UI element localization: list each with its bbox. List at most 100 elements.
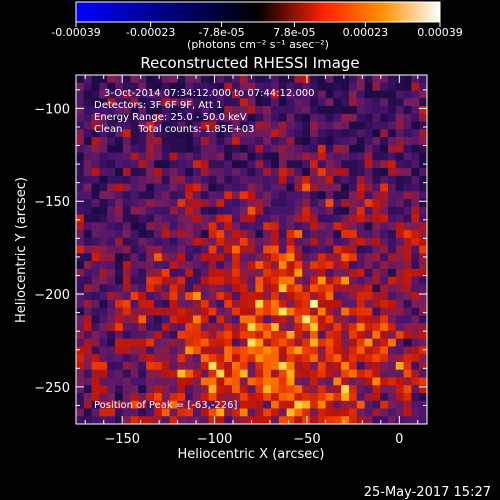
heatmap-pixel bbox=[146, 113, 155, 122]
heatmap-pixel bbox=[239, 315, 248, 324]
heatmap-pixel bbox=[333, 98, 342, 107]
heatmap-pixel bbox=[146, 206, 155, 215]
heatmap-pixel bbox=[271, 346, 280, 355]
heatmap-pixel bbox=[200, 385, 209, 394]
heatmap-pixel bbox=[232, 299, 241, 309]
heatmap-pixel bbox=[255, 144, 264, 153]
heatmap-pixel bbox=[177, 416, 186, 425]
heatmap-pixel bbox=[185, 82, 194, 91]
heatmap-pixel bbox=[146, 369, 155, 378]
heatmap-pixel bbox=[419, 385, 428, 394]
heatmap-pixel bbox=[224, 168, 233, 177]
heatmap-pixel bbox=[154, 385, 163, 394]
heatmap-pixel bbox=[395, 168, 404, 177]
heatmap-pixel bbox=[107, 385, 116, 394]
heatmap-pixel bbox=[208, 106, 217, 115]
heatmap-pixel bbox=[122, 330, 131, 340]
heatmap-pixel bbox=[232, 106, 241, 115]
heatmap-pixel bbox=[161, 408, 170, 417]
heatmap-pixel bbox=[263, 175, 272, 184]
heatmap-pixel bbox=[356, 82, 365, 91]
heatmap-pixel bbox=[185, 377, 194, 386]
heatmap-pixel bbox=[310, 377, 319, 386]
heatmap-pixel bbox=[333, 90, 342, 99]
heatmap-pixel bbox=[372, 175, 381, 184]
heatmap-pixel bbox=[372, 191, 381, 200]
heatmap-pixel bbox=[271, 137, 280, 146]
heatmap-pixel bbox=[364, 113, 373, 122]
heatmap-pixel bbox=[403, 292, 412, 301]
heatmap-pixel bbox=[130, 416, 139, 425]
heatmap-pixel bbox=[317, 330, 326, 340]
heatmap-pixel bbox=[232, 330, 241, 340]
heatmap-pixel bbox=[364, 137, 373, 146]
heatmap-pixel bbox=[341, 315, 350, 324]
heatmap-pixel bbox=[169, 152, 178, 161]
heatmap-pixel bbox=[161, 330, 170, 340]
heatmap-pixel bbox=[154, 330, 163, 340]
heatmap-pixel bbox=[341, 253, 350, 262]
heatmap-pixel bbox=[317, 284, 326, 293]
heatmap-pixel bbox=[388, 284, 397, 293]
heatmap-pixel bbox=[325, 245, 334, 254]
heatmap-pixel bbox=[216, 191, 225, 200]
heatmap-pixel bbox=[364, 106, 373, 115]
heatmap-pixel bbox=[372, 253, 381, 262]
heatmap-pixel bbox=[146, 354, 155, 363]
heatmap-pixel bbox=[193, 168, 202, 177]
heatmap-pixel bbox=[247, 98, 256, 107]
heatmap-pixel bbox=[349, 284, 358, 293]
heatmap-pixel bbox=[185, 354, 194, 363]
heatmap-pixel bbox=[302, 168, 311, 177]
heatmap-pixel bbox=[278, 261, 287, 270]
heatmap-pixel bbox=[302, 82, 311, 91]
heatmap-pixel bbox=[130, 354, 139, 363]
heatmap-pixel bbox=[200, 222, 209, 231]
heatmap-pixel bbox=[278, 369, 287, 378]
heatmap-pixel bbox=[115, 90, 124, 99]
heatmap-pixel bbox=[130, 106, 139, 115]
heatmap-pixel bbox=[310, 206, 319, 215]
heatmap-pixel bbox=[122, 346, 131, 355]
heatmap-pixel bbox=[310, 106, 319, 115]
heatmap-pixel bbox=[302, 292, 311, 301]
heatmap-pixel bbox=[161, 206, 170, 215]
heatmap-pixel bbox=[255, 98, 264, 107]
heatmap-pixel bbox=[419, 408, 428, 417]
heatmap-pixel bbox=[76, 106, 85, 115]
heatmap-pixel bbox=[177, 160, 186, 169]
heatmap-pixel bbox=[380, 245, 389, 254]
heatmap-pixel bbox=[161, 90, 170, 99]
heatmap-pixel bbox=[310, 330, 319, 340]
heatmap-pixel bbox=[380, 361, 389, 371]
heatmap-pixel bbox=[388, 144, 397, 153]
heatmap-pixel bbox=[107, 346, 116, 355]
heatmap-pixel bbox=[216, 75, 225, 84]
heatmap-pixel bbox=[395, 276, 404, 285]
heatmap-pixel bbox=[177, 400, 186, 409]
heatmap-pixel bbox=[247, 75, 256, 84]
heatmap-pixel bbox=[216, 361, 225, 371]
heatmap-pixel bbox=[325, 175, 334, 184]
colorbar-tick-label: -7.8e-05 bbox=[198, 26, 244, 39]
heatmap-pixel bbox=[294, 90, 303, 99]
colorbar-tick-label: 0.00023 bbox=[343, 26, 389, 39]
heatmap-pixel bbox=[208, 90, 217, 99]
heatmap-pixel bbox=[76, 369, 85, 378]
heatmap-pixel bbox=[278, 75, 287, 84]
heatmap-pixel bbox=[154, 75, 163, 84]
heatmap-pixel bbox=[122, 237, 131, 247]
heatmap-pixel bbox=[224, 121, 233, 130]
heatmap-pixel bbox=[161, 253, 170, 262]
heatmap-pixel bbox=[419, 90, 428, 99]
heatmap-pixel bbox=[263, 121, 272, 130]
heatmap-pixel bbox=[232, 222, 241, 231]
heatmap-pixel bbox=[208, 168, 217, 177]
heatmap-pixel bbox=[356, 230, 365, 239]
heatmap-pixel bbox=[247, 354, 256, 363]
heatmap-pixel bbox=[380, 199, 389, 208]
heatmap-pixel bbox=[349, 144, 358, 153]
heatmap-pixel bbox=[349, 392, 358, 402]
heatmap-pixel bbox=[177, 237, 186, 247]
heatmap-pixel bbox=[115, 253, 124, 262]
